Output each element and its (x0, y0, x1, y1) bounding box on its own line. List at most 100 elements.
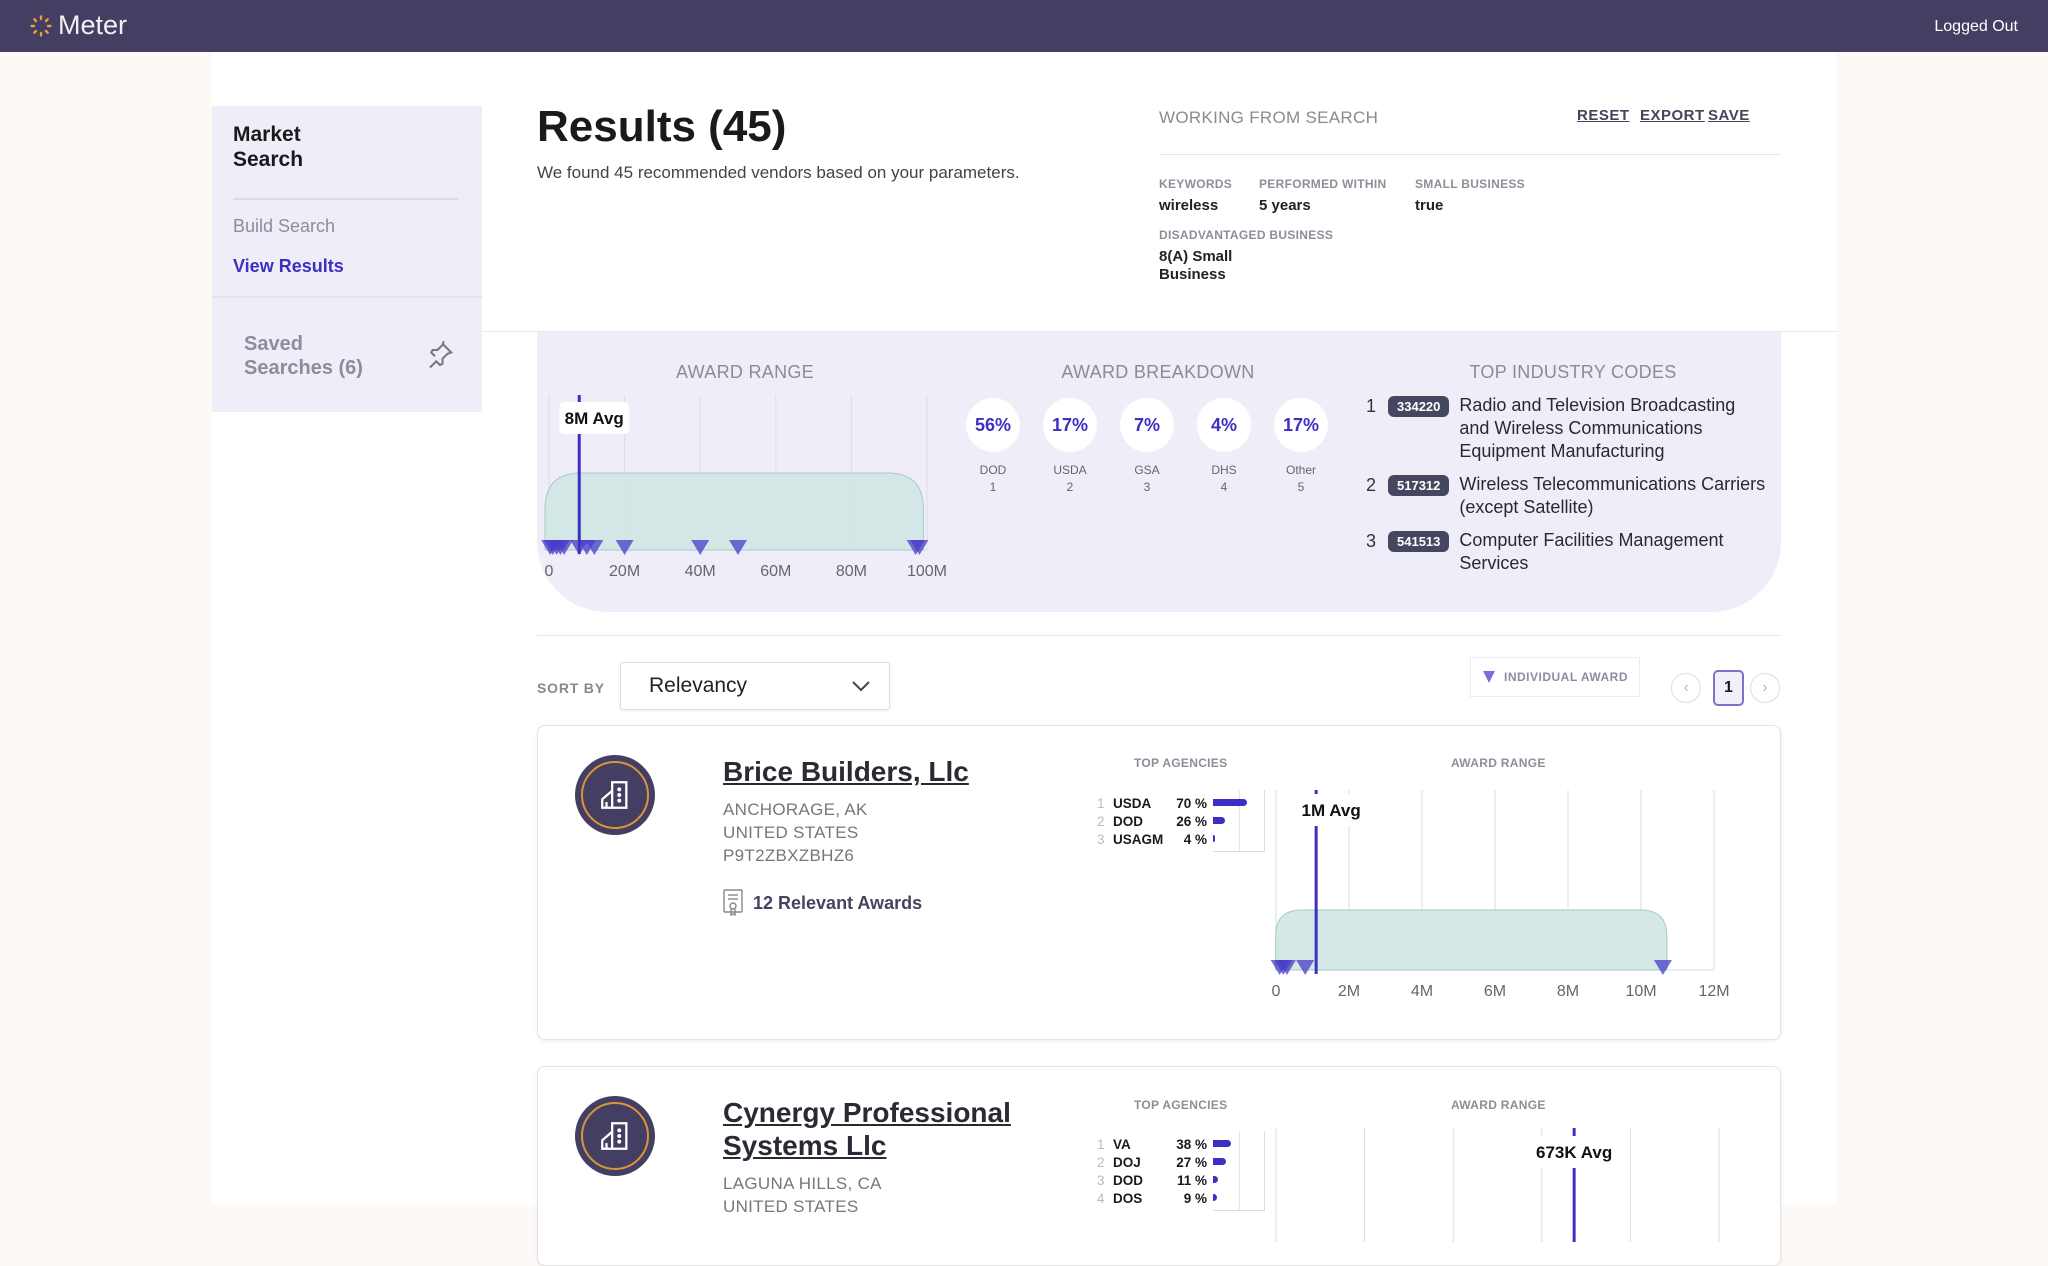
agency-row: 2 DOJ 27 % (1097, 1153, 1213, 1171)
award-range-title: AWARD RANGE (1451, 756, 1546, 770)
param-label: PERFORMED WITHIN (1259, 177, 1387, 191)
prev-page-button[interactable]: ‹ (1671, 673, 1701, 703)
award-marker (615, 540, 634, 555)
relevant-awards-link[interactable]: 12 Relevant Awards (723, 889, 922, 917)
industry-rank: 1 (1366, 396, 1377, 416)
agency-bars (1213, 790, 1265, 852)
breakdown-percent: 56% (966, 398, 1020, 452)
vendor-address: ANCHORAGE, AK UNITED STATES P9T2ZBXZBHZ6 (723, 798, 868, 867)
breakdown-agency: Other (1285, 463, 1316, 477)
axis-tick-label: 20M (609, 563, 640, 580)
agency-name: USAGM (1113, 831, 1164, 847)
chevron-right-icon: › (1762, 679, 1768, 696)
divider (233, 198, 459, 200)
chevron-left-icon: ‹ (1683, 679, 1689, 696)
axis-tick-label: 4M (1411, 983, 1433, 1000)
vendor-name-link[interactable]: Cynergy Professional Systems Llc (723, 1097, 1011, 1161)
breakdown-rank: 1 (989, 480, 997, 494)
sidebar-item-build-search[interactable]: Build Search (233, 216, 336, 236)
industry-description: Radio and Television Broadcasting and Wi… (1459, 395, 1736, 461)
breakdown-rank: 3 (1143, 480, 1151, 494)
breakdown-rank: 5 (1297, 480, 1305, 494)
agency-rank: 3 (1097, 1172, 1105, 1188)
award-range-title: AWARD RANGE (676, 362, 814, 382)
axis-tick-label: 0 (1272, 983, 1281, 1000)
industry-description: Wireless Telecommunications Carriers (ex… (1459, 474, 1766, 517)
agency-name: DOJ (1113, 1154, 1141, 1170)
agency-name: USDA (1113, 795, 1152, 811)
average-label: 1M Avg (1302, 801, 1361, 820)
relevant-awards-count: 12 Relevant Awards (753, 892, 923, 913)
reset-button[interactable]: RESET (1577, 107, 1630, 124)
individual-award-legend: INDIVIDUAL AWARD (1470, 657, 1640, 697)
breakdown-percent: 17% (1043, 398, 1097, 452)
saved-searches-link[interactable]: Saved Searches (6) (244, 333, 363, 379)
breakdown-item[interactable]: 7% GSA 3 (1117, 398, 1177, 496)
param-value: 8(A) Small Business (1159, 248, 1233, 283)
vendor-avatar (575, 755, 655, 835)
chevron-down-icon (852, 681, 870, 692)
average-label-bg (559, 402, 630, 434)
meter-logo-icon (30, 14, 52, 37)
divider (537, 635, 1781, 636)
agency-percent: 9 % (1183, 1190, 1207, 1206)
sidebar-item-view-results[interactable]: View Results (233, 256, 344, 276)
page-number-button[interactable]: 1 (1713, 670, 1744, 706)
param-value: wireless (1159, 197, 1219, 214)
award-marker (1653, 960, 1672, 975)
breakdown-rank: 4 (1220, 480, 1228, 494)
breakdown-agency: USDA (1053, 463, 1087, 477)
breakdown-item[interactable]: 17% Other 5 (1271, 398, 1331, 496)
agency-percent: 27 % (1176, 1154, 1207, 1170)
agency-rows: 1 USDA 70 % 2 DOD 26 % 3 USAGM 4 % (1097, 794, 1213, 852)
logo[interactable]: Meter (30, 10, 127, 41)
breakdown-item[interactable]: 17% USDA 2 (1040, 398, 1100, 496)
axis-tick-label: 100M (907, 563, 947, 580)
vendor-id: P9T2ZBXZBHZ6 (723, 846, 855, 865)
award-breakdown-title: AWARD BREAKDOWN (1061, 362, 1255, 382)
save-button[interactable]: SAVE (1708, 107, 1750, 124)
next-page-button[interactable]: › (1750, 673, 1780, 703)
axis-tick-label: 80M (836, 563, 867, 580)
sort-select[interactable]: Relevancy (620, 662, 890, 710)
export-button[interactable]: EXPORT (1640, 107, 1705, 124)
industry-codes-title: TOP INDUSTRY CODES (1469, 362, 1677, 382)
axis-tick-label: 12M (1698, 983, 1729, 1000)
agency-row: 2 DOD 26 % (1097, 812, 1213, 830)
legend-label: INDIVIDUAL AWARD (1503, 670, 1628, 684)
axis-tick-label: 60M (760, 563, 791, 580)
app-name: Meter (58, 10, 128, 40)
award-marker (1277, 960, 1296, 975)
axis-tick-label: 8M (1557, 983, 1579, 1000)
page-title: Results (45) (537, 102, 787, 151)
param-value: true (1415, 197, 1444, 214)
building-icon (601, 781, 628, 809)
award-range-title: AWARD RANGE (1451, 1098, 1546, 1112)
agency-bar (1213, 835, 1215, 842)
breakdown-agency: DOD (979, 463, 1007, 477)
vendor-name-link[interactable]: Brice Builders, Llc (723, 756, 969, 787)
award-range-band (544, 472, 924, 551)
average-label: 8M Avg (565, 409, 624, 428)
industry-code-item: 3 541513 Computer Facilities Management Se… (1366, 529, 1766, 575)
breakdown-item[interactable]: 56% DOD 1 (963, 398, 1023, 496)
industry-code-item: 2 517312 Wireless Telecommunications Carri… (1366, 473, 1766, 519)
agency-name: VA (1113, 1136, 1131, 1152)
login-status[interactable]: Logged Out (1934, 18, 2018, 35)
top-agencies-title: TOP AGENCIES (1134, 1098, 1228, 1112)
agency-rank: 2 (1097, 1154, 1105, 1170)
award-marker (729, 540, 747, 555)
axis-tick-label: 10M (1625, 983, 1656, 1000)
vendor-country: UNITED STATES (723, 1197, 859, 1216)
agency-percent: 4 % (1183, 831, 1207, 847)
top-bar (0, 0, 2048, 52)
pin-icon[interactable] (425, 340, 455, 375)
breakdown-agency: GSA (1134, 463, 1160, 477)
industry-code-badge: 334220 (1388, 396, 1450, 417)
average-label: 673K Avg (1536, 1143, 1612, 1162)
agency-name: DOD (1113, 1172, 1143, 1188)
top-agencies-list: 1 VA 38 % 2 DOJ 27 % 3 DOD 11 % 4 DOS 9 % (1097, 1131, 1265, 1211)
agency-rank: 1 (1097, 1136, 1105, 1152)
breakdown-item[interactable]: 4% DHS 4 (1194, 398, 1254, 496)
average-label-bg (1296, 794, 1367, 826)
